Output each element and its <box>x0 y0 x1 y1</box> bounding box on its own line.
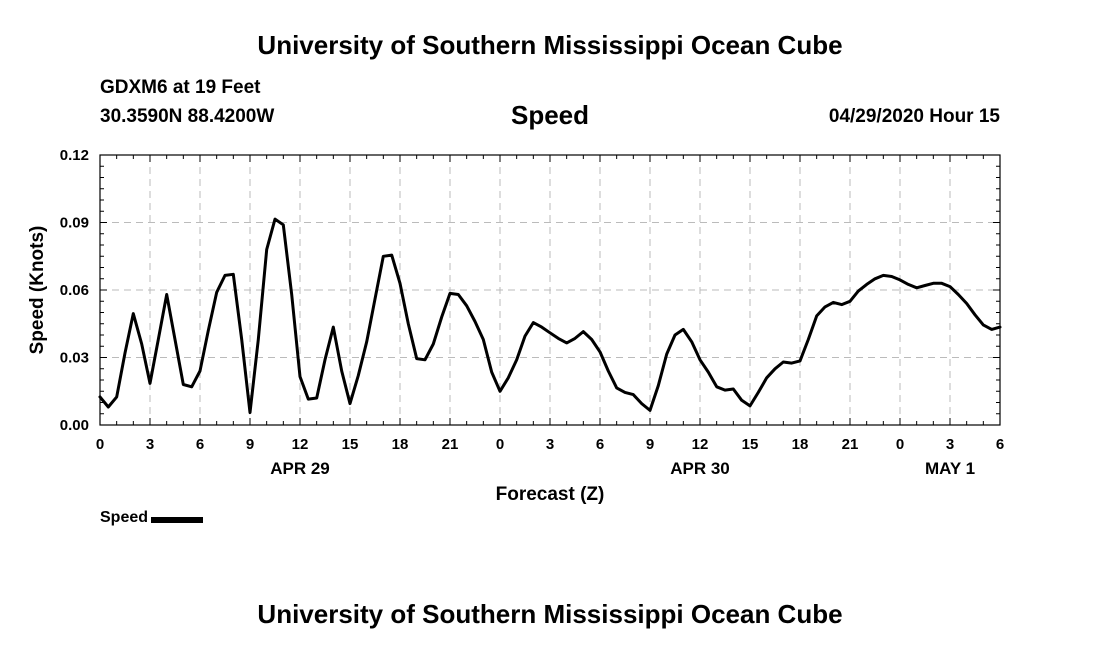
legend: Speed <box>100 509 204 527</box>
x-tick-label: 12 <box>292 436 309 453</box>
page-title: University of Southern Mississippi Ocean… <box>257 30 843 60</box>
plot-frame <box>99 154 1001 426</box>
y-tick-label: 0.06 <box>60 282 89 299</box>
x-tick-label: 6 <box>596 436 604 453</box>
date-label: APR 29 <box>270 459 330 478</box>
x-tick-label: 3 <box>146 436 154 453</box>
y-tick-label: 0.03 <box>60 350 89 367</box>
x-tick-label: 21 <box>442 436 459 453</box>
x-tick-label: 15 <box>742 436 759 453</box>
forecast-datetime: 04/29/2020 Hour 15 <box>828 106 1000 127</box>
coordinates-label: 30.3590N 88.4200W <box>100 106 275 127</box>
y-tick-label: 0.00 <box>60 417 89 434</box>
x-tick-label: 9 <box>646 436 654 453</box>
x-tick-label: 6 <box>996 436 1004 453</box>
legend-label: Speed <box>100 509 149 526</box>
y-tick-label: 0.09 <box>60 215 89 232</box>
x-tick-label: 0 <box>496 436 504 453</box>
legend-line-swatch <box>151 516 204 523</box>
x-tick-label: 3 <box>946 436 954 453</box>
y-tick-label: 0.12 <box>60 147 89 164</box>
date-label: APR 30 <box>670 459 730 478</box>
date-label: MAY 1 <box>925 459 975 478</box>
x-tick-label: 3 <box>546 436 554 453</box>
series-line-speed <box>98 217 1002 415</box>
x-tick-label: 12 <box>692 436 709 453</box>
x-tick-label: 6 <box>196 436 204 453</box>
x-tick-label: 18 <box>792 436 809 453</box>
x-tick-label: 0 <box>96 436 104 453</box>
x-tick-label: 0 <box>896 436 904 453</box>
x-tick-label: 18 <box>392 436 409 453</box>
footer-title: University of Southern Mississippi Ocean… <box>257 599 843 629</box>
x-axis-label: Forecast (Z) <box>496 484 605 505</box>
x-tick-label: 21 <box>842 436 859 453</box>
x-tick-label: 9 <box>246 436 254 453</box>
station-label: GDXM6 at 19 Feet <box>100 77 261 98</box>
chart-title: Speed <box>510 100 590 130</box>
y-axis-label: Speed (Knots) <box>27 226 48 355</box>
x-tick-label: 15 <box>342 436 359 453</box>
